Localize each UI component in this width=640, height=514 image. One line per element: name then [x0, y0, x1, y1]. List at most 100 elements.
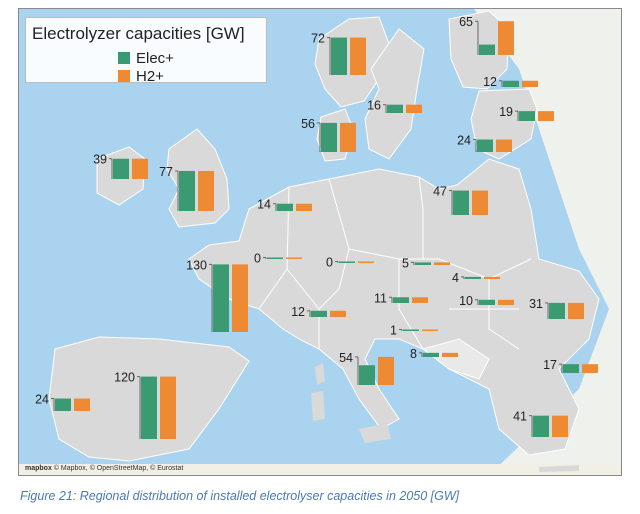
region-value-label: 8	[410, 347, 417, 361]
region-bar-group: 72	[311, 32, 366, 75]
region-value-label: 19	[499, 105, 513, 119]
bar-elec	[423, 352, 439, 357]
bar-elec	[387, 104, 403, 113]
bar-elec	[453, 190, 469, 215]
bar-elec	[533, 415, 549, 437]
region-value-label: 77	[159, 165, 173, 179]
bar-elec	[465, 276, 481, 279]
bar-h2	[538, 111, 554, 121]
region-bar-group: 39	[93, 153, 148, 179]
bar-elec	[179, 170, 195, 211]
region-bar-group: 14	[257, 198, 312, 212]
bar-elec	[563, 364, 579, 373]
region-value-label: 10	[459, 294, 473, 308]
bar-h2	[496, 139, 512, 152]
region-bar-group: 0	[326, 256, 374, 270]
region-value-label: 5	[402, 256, 409, 270]
region-bar-group: 1	[390, 324, 438, 338]
bar-elec	[549, 302, 565, 319]
bar-h2	[296, 203, 312, 211]
mapbox-logo: mapbox	[25, 465, 52, 472]
bar-elec	[479, 44, 495, 55]
bar-h2	[160, 376, 176, 439]
region-bar-group: 130	[186, 258, 248, 332]
bar-elec	[503, 80, 519, 87]
bar-h2	[350, 37, 366, 75]
region-bar-group: 12	[483, 75, 538, 89]
figure-caption: Figure 21: Regional distribution of inst…	[20, 489, 460, 503]
region-bar-group: 16	[367, 99, 422, 113]
bar-h2	[286, 257, 302, 259]
bar-elec	[213, 264, 229, 332]
bar-h2	[434, 262, 450, 265]
bar-elec	[477, 139, 493, 152]
bar-h2	[358, 261, 374, 263]
bar-h2	[198, 170, 214, 211]
bar-elec	[393, 297, 409, 303]
bar-h2	[498, 299, 514, 305]
legend-swatch-h2	[118, 70, 130, 82]
bar-h2	[378, 356, 394, 385]
bar-h2	[472, 190, 488, 215]
region-bar-group: 19	[499, 105, 554, 121]
region-value-label: 65	[459, 15, 473, 29]
region-value-label: 47	[433, 185, 447, 199]
bar-elec	[277, 203, 293, 211]
bar-h2	[442, 352, 458, 357]
bar-elec	[479, 299, 495, 305]
attribution-text: © Mapbox, © OpenStreetMap, © Eurostat	[53, 465, 184, 472]
bar-h2	[232, 264, 248, 332]
bar-h2	[498, 21, 514, 55]
bar-h2	[132, 158, 148, 179]
map-attribution: mapbox © Mapbox, © OpenStreetMap, © Euro…	[25, 465, 183, 472]
bar-h2	[522, 80, 538, 87]
region-bar-group: 56	[301, 117, 356, 152]
legend-title: Electrolyzer capacities [GW]	[32, 24, 245, 43]
bar-h2	[330, 310, 346, 317]
bar-elec	[321, 122, 337, 152]
region-bar-group: 8	[410, 347, 458, 361]
region-bar-group: 12	[291, 305, 346, 319]
region-value-label: 16	[367, 99, 381, 113]
region-bar-group: 24	[35, 393, 90, 411]
bar-elec	[267, 257, 283, 259]
legend-entry-h2: H2+	[118, 68, 164, 85]
bar-elec	[331, 37, 347, 75]
bar-elec	[113, 158, 129, 179]
region-value-label: 4	[452, 271, 459, 285]
region-value-label: 11	[374, 291, 387, 305]
region-bar-group: 10	[459, 294, 514, 308]
region-bar-group: 31	[529, 297, 584, 319]
bar-h2	[340, 122, 356, 152]
region-value-label: 12	[483, 75, 497, 89]
legend: Electrolyzer capacities [GW] Elec+ H2+	[25, 17, 267, 85]
region-value-label: 54	[339, 351, 353, 365]
region-bar-group: 54	[339, 351, 394, 385]
bar-elec	[311, 310, 327, 317]
region-value-label: 120	[114, 371, 135, 385]
bar-elec	[519, 111, 535, 121]
region-value-label: 41	[513, 410, 527, 424]
region-bar-group: 11	[374, 291, 428, 305]
bar-h2	[406, 104, 422, 113]
bar-h2	[412, 297, 428, 303]
region-bar-group: 65	[459, 15, 514, 55]
region-value-label: 24	[35, 393, 49, 407]
region-value-label: 17	[543, 358, 557, 372]
region-bar-group: 17	[543, 358, 598, 373]
bar-h2	[74, 398, 90, 411]
region-value-label: 12	[291, 305, 305, 319]
region-bar-group: 24	[457, 134, 512, 152]
region-bar-group: 41	[513, 410, 568, 437]
region-value-label: 56	[301, 117, 315, 131]
bar-h2	[484, 276, 500, 279]
bar-h2	[552, 415, 568, 437]
region-value-label: 14	[257, 198, 271, 212]
region-bar-group: 0	[254, 252, 302, 266]
region-value-label: 0	[254, 252, 261, 266]
map-frame: 72 65 12 16 19 56 24 39 77 14 47 0 0 130 5 4 12 11 10 31 1 8 5…	[18, 8, 622, 476]
bar-elec	[141, 376, 157, 439]
bar-h2	[568, 302, 584, 319]
